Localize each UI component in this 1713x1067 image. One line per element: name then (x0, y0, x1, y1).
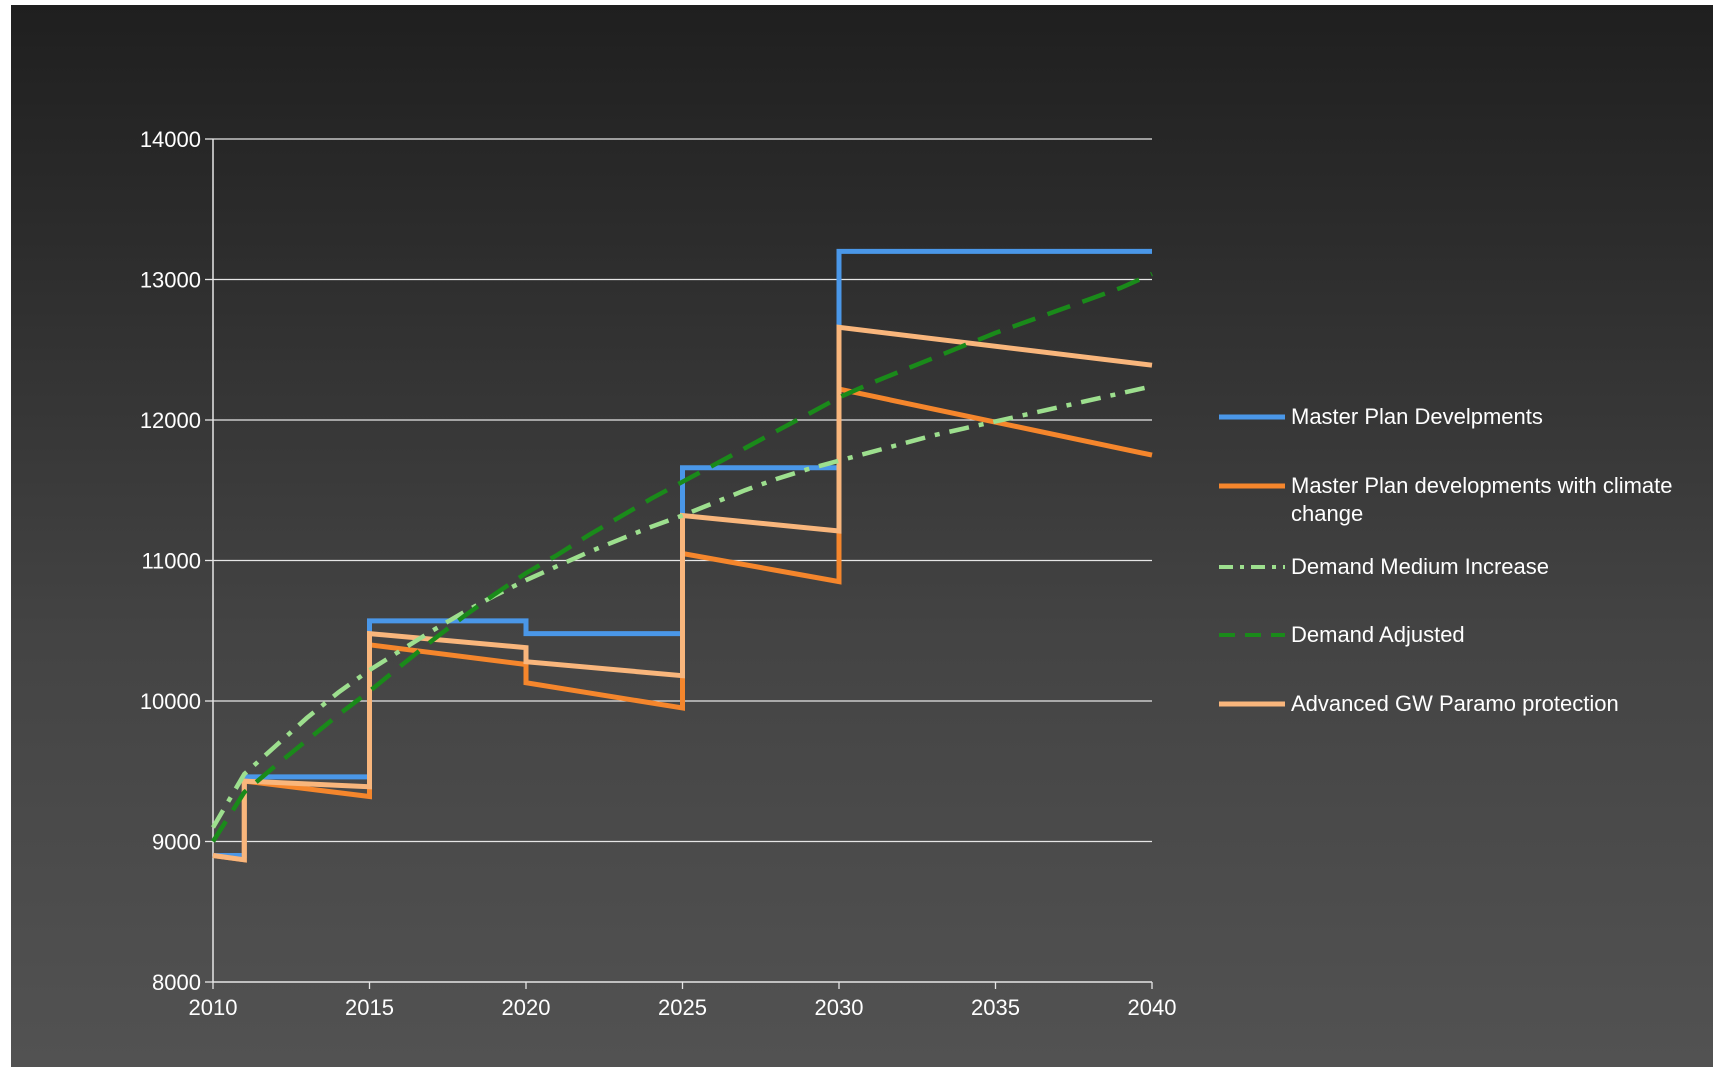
x-tick-label: 2035 (971, 995, 1020, 1020)
series-line-5 (212, 324, 1153, 863)
legend-swatch (1219, 483, 1285, 489)
legend-swatch (1219, 701, 1285, 707)
legend-swatch (1219, 414, 1285, 420)
y-tick-label: 9000 (152, 830, 201, 855)
series-line-3 (211, 384, 1153, 829)
y-tick-label: 8000 (152, 970, 201, 995)
x-tick-label: 2010 (189, 995, 238, 1020)
legend-swatch (1219, 633, 1285, 637)
x-tick-label: 2040 (1128, 995, 1177, 1020)
x-tick-label: 2020 (502, 995, 551, 1020)
legend-label: Demand Adjusted (1291, 622, 1465, 647)
x-tick-label: 2015 (345, 995, 394, 1020)
legend-label: Advanced GW Paramo protection (1291, 691, 1619, 716)
y-tick-label: 14000 (140, 127, 201, 152)
y-tick-label: 13000 (140, 268, 201, 293)
legend-label: Demand Medium Increase (1291, 554, 1550, 579)
legend-label: Master Plan developments with climate ch… (1291, 473, 1673, 526)
line-chart: 8000 9000 10000 11000 12000 13000 14000 2010 201… (140, 127, 1177, 1020)
chart-area: 8000 9000 10000 11000 12000 13000 14000 2010 201… (11, 5, 1713, 1067)
y-tick-label: 10000 (140, 689, 201, 714)
x-tick-label: 2025 (658, 995, 707, 1020)
legend-swatch (1219, 565, 1285, 569)
y-tick-label: 12000 (140, 408, 201, 433)
legend-label: Master Plan Develpments (1291, 404, 1543, 429)
series-line-4 (211, 271, 1153, 843)
x-tick-label: 2030 (815, 995, 864, 1020)
y-tick-label: 11000 (141, 549, 201, 574)
